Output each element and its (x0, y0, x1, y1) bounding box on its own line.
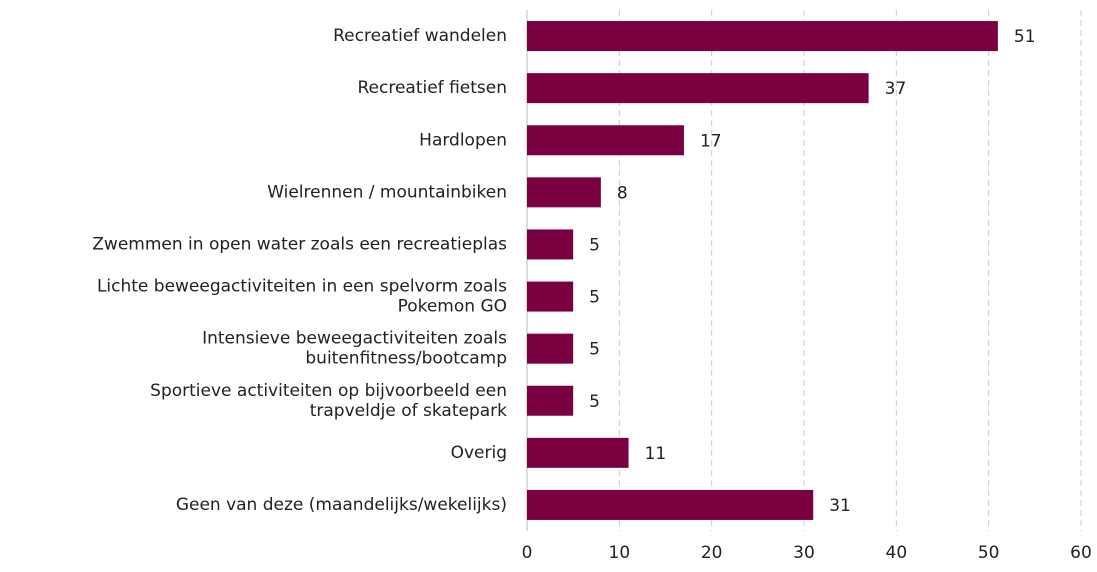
bar (527, 229, 574, 260)
y-tick-label: Recreatief wandelen (333, 26, 507, 46)
bar (527, 73, 869, 104)
y-tick-label: Overig (451, 443, 507, 463)
value-label: 17 (700, 131, 722, 151)
y-tick-label: Sportieve activiteiten op bijvoorbeeld e… (150, 381, 507, 421)
bar (527, 177, 601, 208)
bar (527, 125, 684, 156)
y-tick-label: Wielrennen / mountainbiken (267, 182, 507, 202)
x-tick-label: 0 (522, 543, 533, 563)
value-label: 37 (885, 79, 907, 99)
y-tick-label: Hardlopen (419, 130, 507, 150)
value-label: 5 (589, 340, 600, 360)
x-tick-label: 30 (793, 543, 815, 563)
bar (527, 489, 814, 520)
value-label: 8 (617, 183, 628, 203)
y-tick-label: Intensieve beweegactiviteiten zoals buite… (202, 329, 507, 369)
value-label: 5 (589, 235, 600, 255)
bar (527, 333, 574, 364)
y-tick-label: Recreatief fietsen (357, 78, 507, 98)
bar (527, 281, 574, 312)
bar (527, 385, 574, 416)
y-tick-label: Zwemmen in open water zoals een recreati… (92, 234, 507, 254)
x-tick-label: 20 (701, 543, 723, 563)
y-tick-label: Lichte beweegactiviteiten in een spelvor… (97, 277, 507, 317)
x-tick-label: 10 (609, 543, 631, 563)
x-tick-label: 40 (886, 543, 908, 563)
value-label: 11 (645, 444, 667, 464)
y-tick-label: Geen van deze (maandelijks/wekelijks) (176, 495, 507, 515)
value-label: 31 (829, 496, 851, 516)
value-label: 51 (1014, 27, 1036, 47)
bar (527, 437, 629, 468)
x-tick-label: 50 (978, 543, 1000, 563)
value-label: 5 (589, 288, 600, 308)
x-tick-label: 60 (1070, 543, 1092, 563)
value-label: 5 (589, 392, 600, 412)
bar (527, 21, 998, 52)
